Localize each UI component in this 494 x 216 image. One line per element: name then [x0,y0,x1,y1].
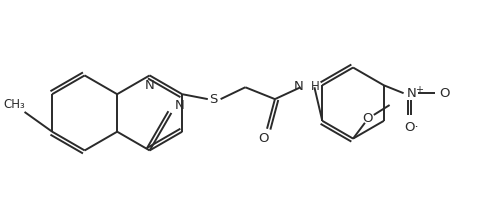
Text: O·: O· [404,121,419,134]
Text: N: N [145,79,155,92]
Text: +: + [415,85,423,95]
Text: N: N [407,87,416,100]
Text: O: O [258,132,268,145]
Text: N: N [174,98,184,111]
Text: H: H [310,80,319,93]
Text: N: N [294,80,303,93]
Text: S: S [209,93,218,106]
Text: O: O [439,87,450,100]
Text: CH₃: CH₃ [4,98,26,111]
Text: O: O [363,112,373,125]
